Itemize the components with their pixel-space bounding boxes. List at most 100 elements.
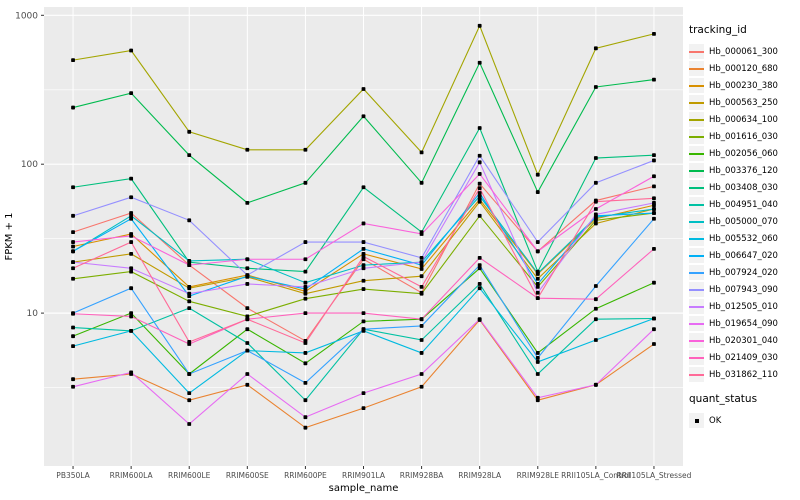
legend-key-icon (689, 129, 704, 144)
data-point (593, 85, 598, 89)
data-point (535, 290, 540, 295)
legend-key-icon (689, 146, 704, 161)
data-point (419, 317, 424, 322)
data-point (129, 286, 134, 291)
legend-key-icon (689, 350, 704, 365)
data-point (361, 246, 366, 251)
data-point (477, 23, 482, 28)
data-point (187, 306, 192, 311)
data-point (535, 282, 540, 286)
data-point (477, 160, 482, 165)
data-point (535, 351, 540, 355)
legend-items: Hb_000061_300 Hb_000120_680 Hb_000230_380 H… (689, 43, 799, 383)
legend-key-icon (689, 44, 704, 59)
data-point (129, 216, 134, 221)
data-point (71, 240, 75, 244)
data-point (129, 240, 134, 244)
data-point (303, 341, 308, 345)
data-point (535, 271, 540, 276)
x-axis-title: sample_name (329, 483, 399, 494)
legend-item-label: Hb_007943_090 (709, 284, 778, 295)
data-point (71, 266, 75, 271)
legend-item-Hb_000563_250: Hb_000563_250 (689, 94, 799, 111)
data-point (535, 395, 540, 400)
data-point (652, 216, 656, 221)
x-tick-label: RRIM928BA (400, 471, 445, 480)
data-point (71, 260, 75, 265)
x-tick-label: RRIM600LE (168, 471, 211, 480)
legend-key-icon (689, 333, 704, 348)
data-point (187, 218, 192, 223)
data-point (361, 327, 366, 332)
data-point (593, 218, 598, 223)
data-point (652, 211, 656, 215)
data-point (129, 48, 134, 53)
data-point (303, 380, 308, 385)
data-point (419, 232, 424, 236)
data-point (477, 60, 482, 65)
legend-item-label: Hb_020301_040 (709, 335, 778, 346)
legend-item-Hb_031862_110: Hb_031862_110 (689, 366, 799, 383)
data-point (593, 284, 598, 288)
y-tick-label: 100 (21, 160, 38, 170)
data-point (71, 185, 75, 190)
legend-item-label: Hb_005000_070 (709, 216, 778, 227)
data-point (477, 172, 482, 176)
legend-item-label: Hb_000061_300 (709, 46, 778, 57)
data-point (477, 282, 482, 286)
legend-item-Hb_012505_010: Hb_012505_010 (689, 298, 799, 315)
data-point (303, 296, 308, 301)
data-point (477, 213, 482, 218)
data-point (71, 58, 75, 63)
data-point (535, 190, 540, 194)
data-point (361, 311, 366, 315)
data-point (187, 372, 192, 376)
data-point (303, 240, 308, 244)
data-point (535, 172, 540, 177)
data-point (477, 255, 482, 260)
data-point (535, 356, 540, 360)
data-point (652, 207, 656, 211)
legend-item-Hb_003408_030: Hb_003408_030 (689, 179, 799, 196)
data-point (652, 158, 656, 163)
legend-item-label: Hb_003408_030 (709, 182, 778, 193)
x-tick-label: RRIM901LA (342, 471, 386, 480)
data-point (652, 196, 656, 201)
data-point (361, 319, 366, 324)
legend-item-Hb_007924_020: Hb_007924_020 (689, 264, 799, 281)
data-point (129, 176, 134, 181)
data-point (187, 129, 192, 134)
data-point (303, 280, 308, 285)
legend-item-label: Hb_004951_040 (709, 199, 778, 210)
data-point (245, 317, 250, 322)
data-point (593, 306, 598, 311)
data-point (535, 360, 540, 364)
legend-item-label: Hb_000634_100 (709, 114, 778, 125)
data-point (361, 185, 366, 190)
data-point (477, 186, 482, 191)
legend-item-Hb_006647_020: Hb_006647_020 (689, 247, 799, 264)
data-point (245, 282, 250, 286)
data-point (187, 398, 192, 403)
data-point (419, 338, 424, 342)
x-tick-label: RRIM928LE (517, 471, 560, 480)
data-point (419, 291, 424, 296)
legend-item-Hb_001616_030: Hb_001616_030 (689, 128, 799, 145)
data-point (652, 32, 656, 36)
data-point (652, 174, 656, 179)
data-point (187, 286, 192, 291)
x-tick-label: RRIM600LA (110, 471, 154, 480)
x-tick-label: RRIM928LA (458, 471, 502, 480)
data-point (303, 257, 308, 262)
legend-key-icon (689, 248, 704, 263)
legend-key-icon (689, 112, 704, 127)
data-point (361, 87, 366, 91)
legend-item-Hb_004951_040: Hb_004951_040 (689, 196, 799, 213)
data-point (419, 263, 424, 268)
data-point (187, 153, 192, 158)
data-point (477, 126, 482, 130)
data-point (303, 311, 308, 315)
legend-item-Hb_007943_090: Hb_007943_090 (689, 281, 799, 298)
